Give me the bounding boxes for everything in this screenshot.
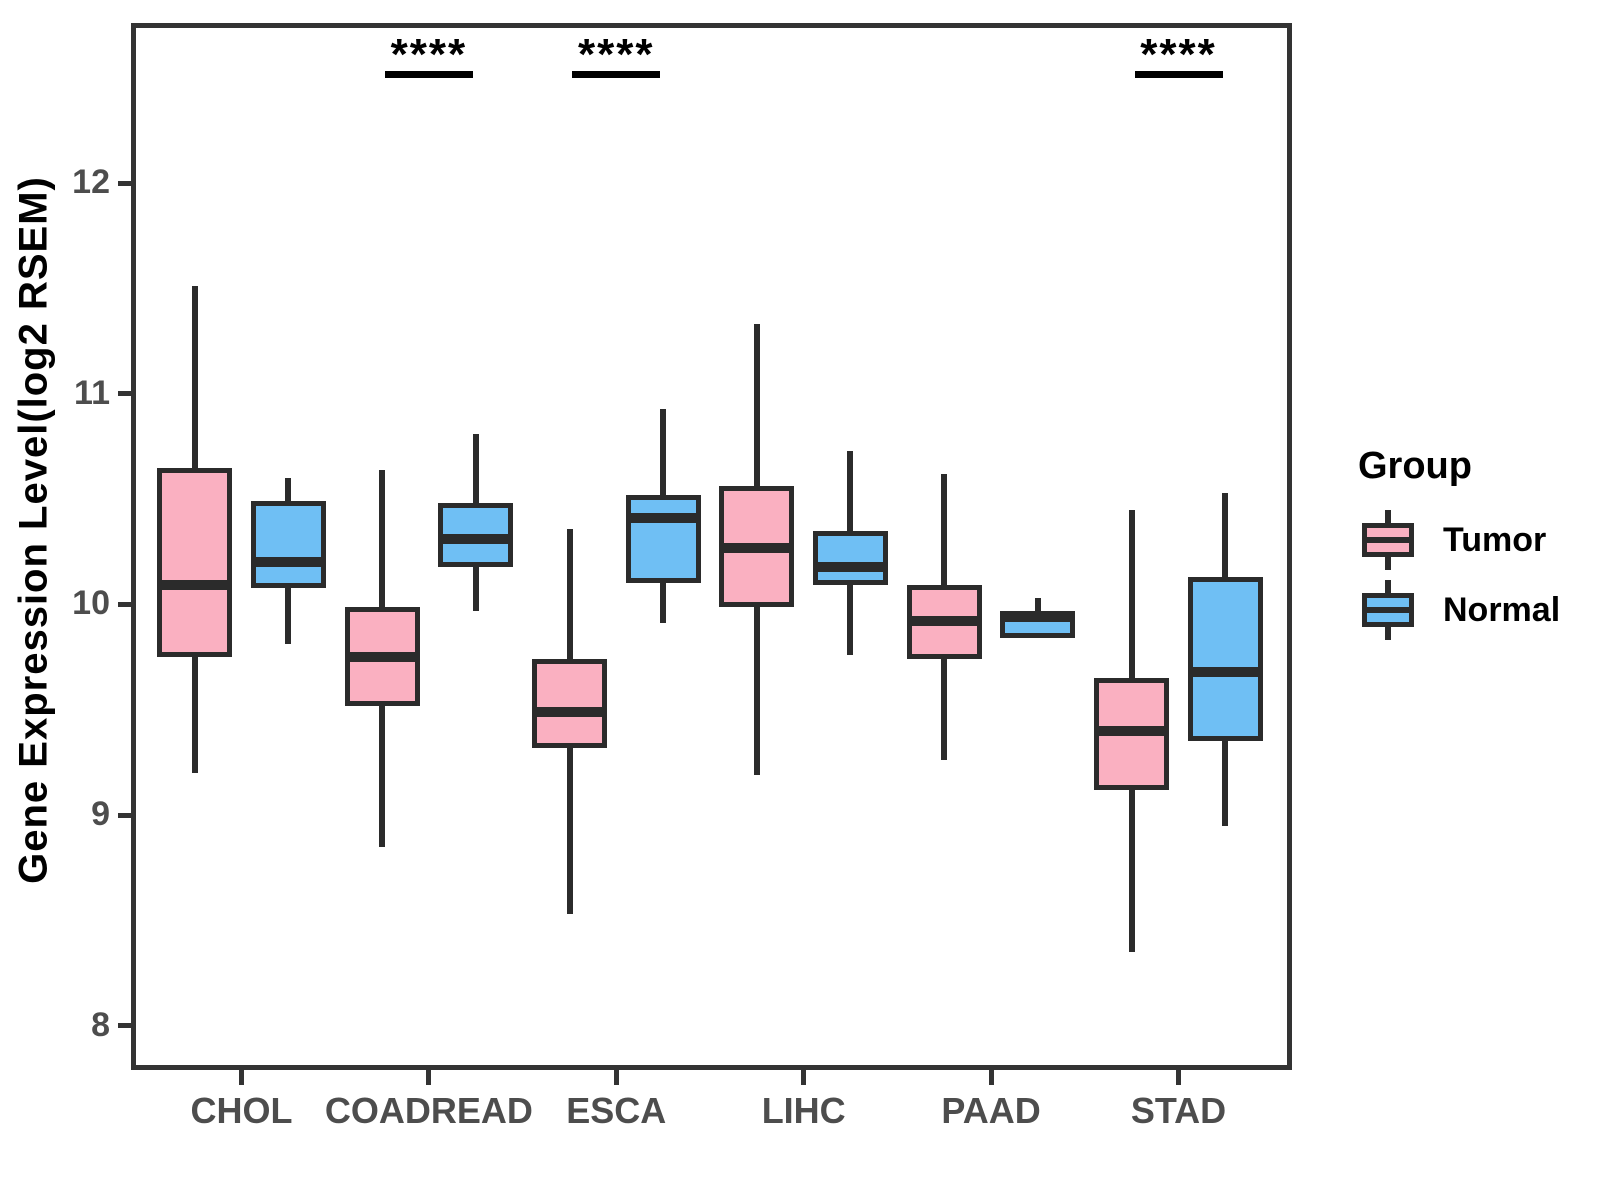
x-axis-label-esca: ESCA [566, 1090, 667, 1131]
y-tick-11 [118, 391, 131, 397]
y-tick-8 [118, 1023, 131, 1029]
median-normal-esca [630, 513, 696, 524]
x-axis-label-paad: PAAD [941, 1090, 1041, 1131]
box-normal-esca [625, 494, 701, 584]
significance-stars-esca: **** [578, 30, 655, 79]
y-axis-label-9: 9 [91, 795, 110, 834]
y-axis-label-11: 11 [74, 373, 110, 412]
x-axis-label-stad: STAD [1130, 1090, 1227, 1131]
tumor-boxplot-swatch [1362, 510, 1414, 570]
x-tick-lihc [801, 1070, 807, 1085]
box-normal-lihc [812, 530, 888, 586]
x-tick-stad [1176, 1070, 1181, 1085]
median-normal-coadread [443, 534, 509, 545]
median-normal-lihc [817, 561, 883, 572]
median-tumor-paad [911, 616, 977, 627]
legend: Group Tumor Normal [1330, 435, 1600, 665]
swatch-median [1367, 537, 1409, 543]
y-axis-label-12: 12 [72, 163, 110, 202]
significance-bar-stad [1134, 71, 1223, 78]
y-tick-10 [118, 601, 131, 607]
significance-stars-stad: **** [1140, 30, 1217, 79]
y-tick-12 [118, 180, 131, 186]
x-tick-chol [239, 1070, 244, 1085]
box-tumor-esca [532, 659, 608, 748]
median-tumor-chol [162, 580, 228, 591]
x-axis-label-chol: CHOL [190, 1090, 293, 1131]
median-tumor-esca [537, 706, 603, 717]
swatch-median [1367, 607, 1409, 613]
box-normal-chol [250, 501, 326, 588]
median-tumor-coadread [349, 652, 415, 663]
x-tick-esca [613, 1070, 619, 1085]
legend-entry-normal: Normal [1362, 580, 1598, 640]
legend-label-tumor: Tumor [1443, 521, 1547, 559]
median-normal-paad [1005, 612, 1071, 623]
legend-entry-tumor: Tumor [1362, 510, 1598, 570]
legend-title: Group [1358, 445, 1472, 487]
x-tick-paad [988, 1070, 994, 1085]
x-tick-coadread [426, 1070, 432, 1085]
median-normal-chol [255, 557, 321, 568]
x-axis-label-coadread: COADREAD [324, 1090, 533, 1131]
x-axis-label-lihc: LIHC [761, 1090, 846, 1131]
significance-bar-esca [572, 71, 661, 78]
median-tumor-lihc [724, 542, 790, 553]
significance-bar-coadread [384, 71, 473, 78]
legend-label-normal: Normal [1443, 591, 1561, 629]
box-tumor-chol [157, 467, 233, 658]
significance-stars-coadread: **** [390, 30, 468, 79]
box-normal-stad [1187, 577, 1263, 742]
y-tick-9 [118, 812, 131, 818]
y-axis-label-10: 10 [72, 584, 110, 623]
median-tumor-stad [1099, 725, 1165, 736]
normal-boxplot-swatch [1362, 580, 1414, 640]
median-normal-stad [1192, 666, 1258, 677]
y-axis-label-8: 8 [91, 1005, 110, 1044]
